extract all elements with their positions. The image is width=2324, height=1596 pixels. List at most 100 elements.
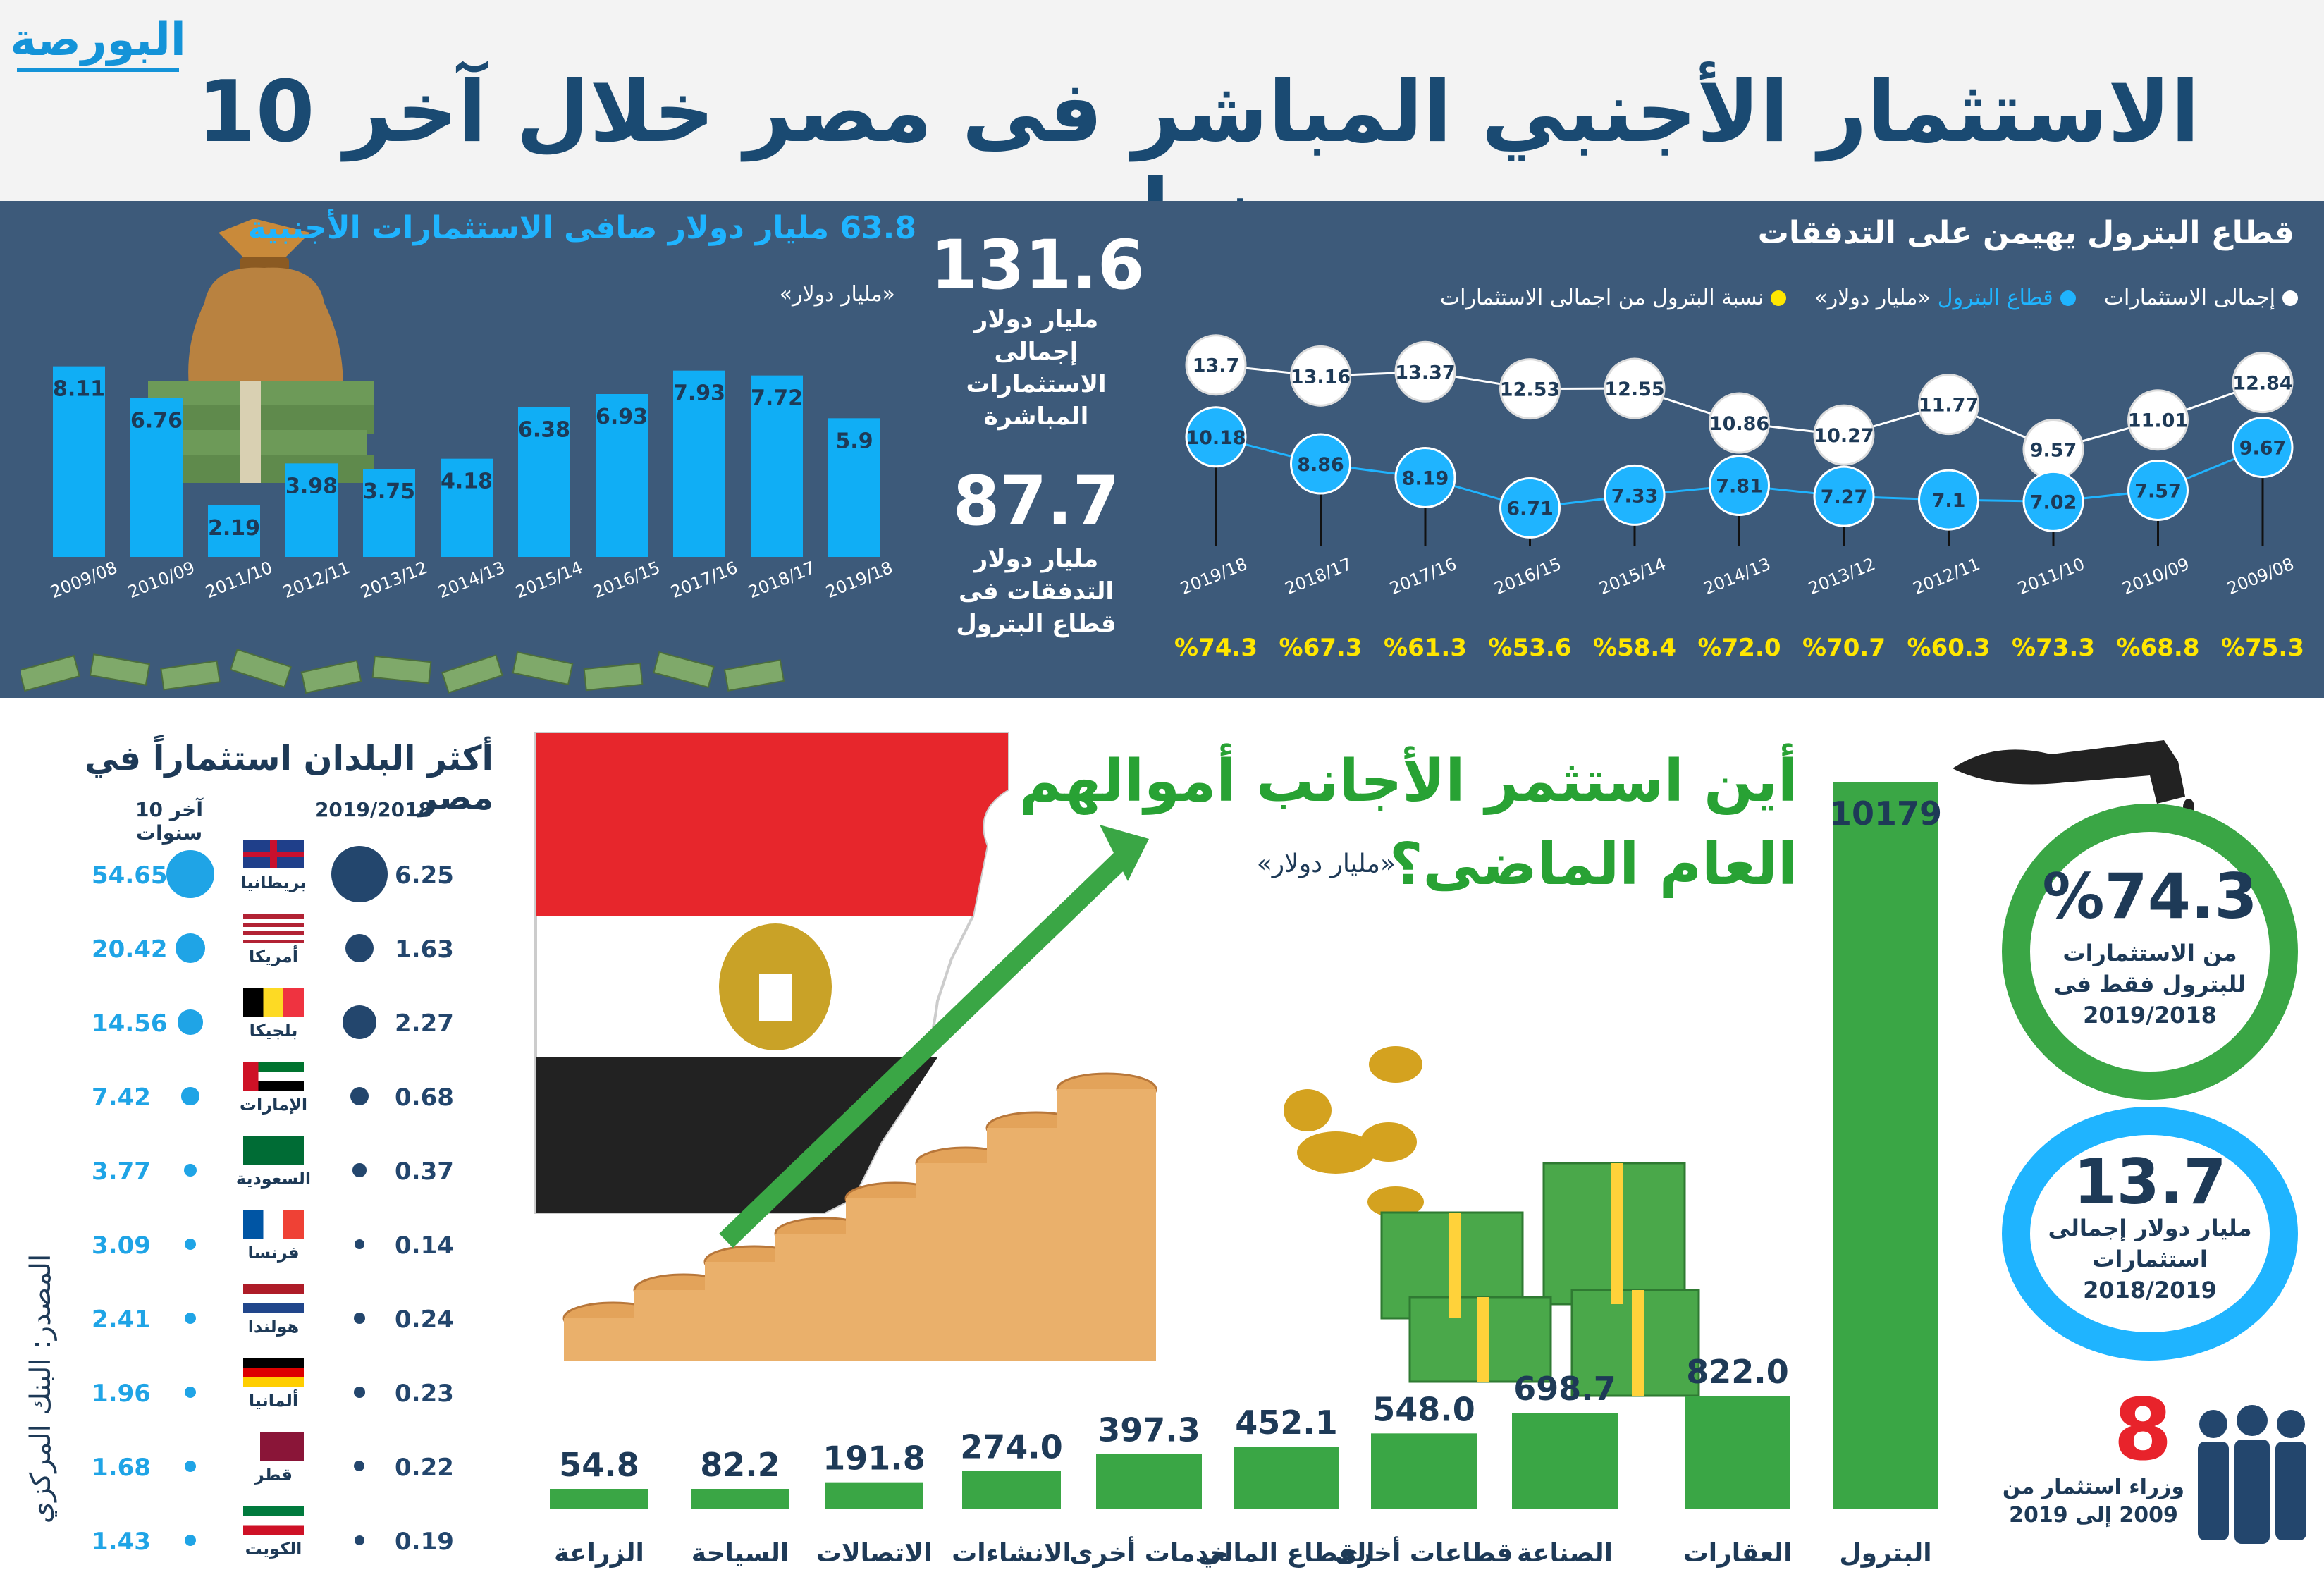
fdi-x-tick: 2017/16 — [668, 558, 741, 602]
fdi-bar-value: 6.93 — [596, 405, 648, 429]
kuwait-flag-icon — [243, 1506, 304, 1535]
total-series-point — [1918, 374, 1979, 436]
sector-bar — [1371, 1433, 1477, 1509]
total-series-label: 12.53 — [1500, 379, 1560, 401]
petro-series-label: 6.71 — [1506, 498, 1554, 520]
countries-col-year: 2019/2018 — [314, 798, 433, 821]
header: البورصة الاستثمار الأجنبي المباشر فى مصر… — [0, 0, 2324, 259]
country-year-dot — [350, 1086, 369, 1106]
people-icon — [2198, 1405, 2306, 1544]
petro-series-point — [1813, 465, 1875, 527]
country-name: أمريكا — [249, 947, 298, 966]
total-series-point — [1290, 345, 1351, 407]
fdi-bar-value: 6.38 — [518, 417, 570, 442]
fdi-x-tick: 2009/08 — [48, 558, 121, 602]
total-series-label: 13.37 — [1395, 362, 1455, 383]
eagle-icon — [719, 923, 832, 1050]
petro-share-label: %61.3 — [1384, 634, 1467, 662]
fdi-x-tick: 2015/14 — [513, 558, 586, 602]
country-year-value: 0.68 — [395, 1084, 454, 1112]
fdi-x-tick: 2018/17 — [746, 558, 818, 602]
sectors-title: أين استثمر الأجانب أموالهم العام الماضى؟ — [1019, 748, 1797, 898]
country-ten-years-dot — [181, 1087, 199, 1105]
sector-label: السياحة — [691, 1539, 789, 1568]
logo-underline — [17, 68, 179, 72]
top-panel — [0, 201, 2324, 698]
petro-series-label: 7.02 — [2030, 491, 2077, 513]
fdi-bar — [363, 469, 415, 557]
country-ten-years-dot — [184, 1164, 197, 1177]
total-series-point — [2232, 352, 2294, 414]
petroleum-chart-title: قطاع البترول يهيمن على التدفقات — [1757, 215, 2294, 251]
petro-series-label: 8.86 — [1297, 454, 1344, 476]
country-year-dot — [354, 1461, 365, 1472]
country-year-value: 0.23 — [395, 1380, 454, 1408]
uae-flag-icon — [243, 1062, 304, 1091]
country-name: بريطانيا — [240, 873, 307, 892]
uk-flag-icon — [243, 840, 304, 868]
petro-x-tick: 2015/14 — [1597, 554, 1669, 598]
petro-share-label: %68.8 — [2117, 634, 2200, 662]
country-row: 1.43 الكويت 0.19 — [0, 1499, 508, 1570]
country-row: 14.56 بلجيكا 2.27 — [0, 981, 508, 1052]
fdi-bar-value: 3.98 — [285, 474, 338, 498]
fdi-bar-value: 7.93 — [673, 381, 725, 406]
petro-share-label: %58.4 — [1593, 634, 1676, 662]
egypt-map-illustration — [534, 732, 1700, 1397]
countries-col-ten-years: آخر 10 سنوات — [135, 798, 203, 845]
sector-label: البترول — [1839, 1539, 1931, 1568]
total-series-label: 13.16 — [1291, 366, 1351, 388]
total-series-label: 13.7 — [1193, 355, 1240, 377]
country-name: قطر — [254, 1465, 293, 1485]
petro-series-point — [1604, 464, 1666, 526]
legend-petro-label: قطاع البترول — [1937, 286, 2053, 310]
country-row: 1.96 ألمانيا 0.23 — [0, 1351, 508, 1422]
logo-text: البورصة — [10, 14, 186, 66]
country-ten-years-dot — [185, 1461, 196, 1472]
petro-x-tick: 2012/11 — [1910, 554, 1983, 598]
fdi-bar-value: 4.18 — [441, 469, 493, 494]
source-note: المصدر: البنك المركزي — [25, 1253, 57, 1524]
total-series-point — [1604, 357, 1666, 419]
fdi-bar — [518, 407, 570, 557]
petro-x-tick: 2010/09 — [2120, 554, 2192, 598]
country-name: الإمارات — [239, 1095, 308, 1115]
fdi-x-tick: 2012/11 — [281, 558, 353, 602]
sector-value: 397.3 — [1098, 1411, 1200, 1449]
country-ten-years-dot — [185, 1535, 196, 1546]
sector-label: الصناعة — [1517, 1539, 1613, 1568]
country-year-dot — [354, 1313, 365, 1324]
fdi-bar-value: 3.75 — [363, 479, 415, 504]
total-series-label: 9.57 — [2030, 439, 2077, 461]
country-row: 54.65 بريطانيا 6.25 — [0, 833, 508, 904]
total-series-point — [1709, 392, 1770, 454]
country-row: 1.68 قطر 0.22 — [0, 1425, 508, 1496]
kpi-petro-value: 87.7 — [952, 462, 1120, 541]
legend-dot-total — [2282, 290, 2298, 306]
country-row: 20.42 أمريكا 1.63 — [0, 907, 508, 978]
fdi-bar-value: 7.72 — [751, 386, 803, 411]
sector-value: 698.7 — [1513, 1370, 1616, 1408]
country-year-value: 1.63 — [395, 935, 454, 964]
fdi-chart-unit: «مليار دولار» — [779, 282, 895, 307]
logo[interactable]: البورصة — [10, 10, 186, 77]
country-year-value: 0.14 — [395, 1232, 454, 1260]
fdi-bar — [673, 370, 725, 557]
ministers-label: وزراء استثمار من 2009 إلى 2019 — [2002, 1475, 2185, 1528]
legend-share: نسبة البترول من اجمالى الاستثمارات — [1440, 286, 1787, 310]
sector-label: خدمات أخرى — [1070, 1536, 1229, 1568]
total-series-label: 11.01 — [2128, 410, 2188, 432]
share-label: من الاستثمارات للبترول فقط فى 2019/2018 — [2053, 940, 2246, 1029]
fdi-bar — [53, 366, 105, 557]
petro-share-label: %67.3 — [1279, 634, 1363, 662]
sector-bar — [1685, 1396, 1790, 1509]
sector-bar — [962, 1471, 1061, 1509]
saudi-flag-icon — [243, 1136, 304, 1165]
petro-series-point — [1185, 406, 1247, 468]
country-name: ألمانيا — [248, 1391, 299, 1411]
legend-petro: قطاع البترول «مليار دولار» — [1814, 286, 2076, 310]
country-ten-years-dot — [184, 1238, 197, 1251]
country-year-value: 6.25 — [395, 861, 454, 890]
petro-x-tick: 2018/17 — [1282, 554, 1355, 598]
country-ten-years-dot — [185, 1387, 196, 1398]
